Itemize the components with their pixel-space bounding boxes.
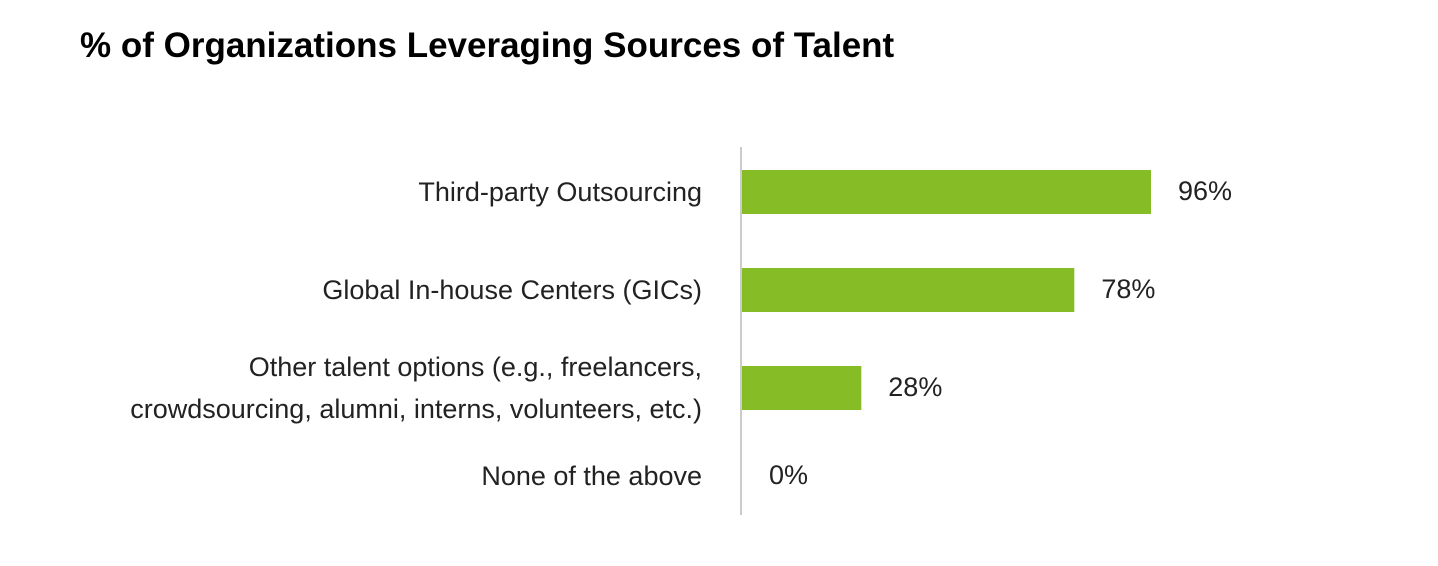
category-text: Global In-house Centers (GICs) bbox=[322, 275, 702, 305]
category-label: Global In-house Centers (GICs) bbox=[60, 245, 702, 335]
value-label: 78% bbox=[1101, 274, 1155, 304]
chart-title: % of Organizations Leveraging Sources of… bbox=[80, 26, 895, 65]
value-label: 28% bbox=[888, 372, 942, 402]
bar bbox=[742, 366, 862, 410]
value-label: 96% bbox=[1178, 176, 1232, 206]
value-label: 0% bbox=[769, 460, 808, 490]
category-label: Other talent options (e.g., freelancers,… bbox=[60, 343, 702, 433]
category-text: None of the above bbox=[481, 461, 702, 491]
bar bbox=[742, 268, 1075, 312]
category-label: Third-party Outsourcing bbox=[60, 147, 702, 237]
category-text: Other talent options (e.g., freelancers,… bbox=[130, 352, 702, 424]
category-label: None of the above bbox=[60, 431, 702, 521]
bar bbox=[742, 170, 1151, 214]
category-text: Third-party Outsourcing bbox=[418, 177, 702, 207]
